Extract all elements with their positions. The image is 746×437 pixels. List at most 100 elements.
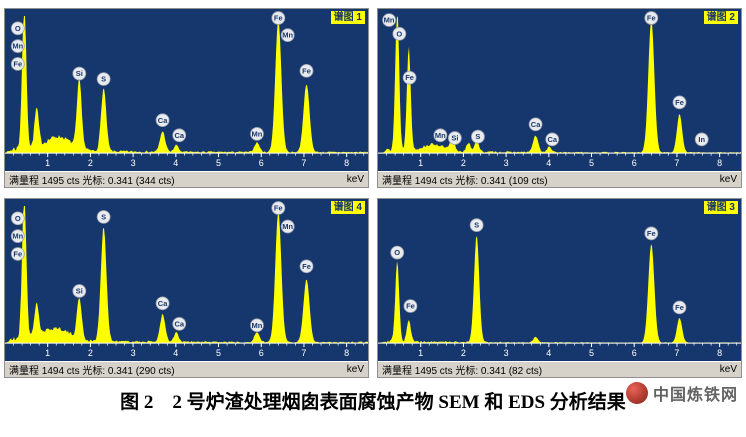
element-label-badge (271, 201, 286, 215)
element-label: Ca (547, 135, 557, 144)
element-label-badge (250, 318, 264, 333)
element-label: Fe (406, 302, 415, 311)
element-label-badge (402, 70, 417, 85)
axis-unit-label: keV (346, 364, 364, 375)
element-label-badge (172, 317, 187, 331)
element-label: Fe (675, 303, 684, 312)
element-label: Fe (13, 250, 22, 259)
element-label: Mn (282, 222, 293, 231)
axis-tick-label: 8 (717, 158, 722, 168)
axis-tick-label: 6 (259, 348, 264, 358)
spectrum-title-badge: 谱图 2 (703, 11, 738, 24)
element-label-badge (299, 63, 314, 78)
axis-unit-label: keV (346, 174, 364, 185)
element-label-badge (403, 299, 418, 313)
axis-tick-label: 3 (131, 158, 136, 168)
eds-panel-spectrum-2: 1 2 3 4 5 6 7 8 Mn O Fe Mn Si S Ca Ca Fe Fe In 谱图 2 满量程 14… (377, 8, 742, 188)
spectrum-plot-4: 1 2 3 4 5 6 7 8 O Mn Fe Si S Ca Ca Mn Fe Mn Fe 谱图 4 (5, 199, 368, 362)
element-label-badge (447, 131, 462, 145)
spectrum-curve (378, 236, 741, 344)
element-label: Fe (675, 98, 684, 107)
eds-figure-grid: 1 2 3 4 5 6 7 8 O Mn Fe Si S Ca Ca Mn Fe Mn Fe 谱图 1 满量程 14… (4, 8, 742, 378)
element-label: Si (76, 287, 83, 296)
element-label: Fe (647, 229, 656, 238)
element-label: Mn (282, 31, 293, 40)
element-label-badge (644, 11, 659, 25)
element-label: Fe (274, 204, 283, 213)
axis-tick-label: 5 (589, 158, 594, 168)
element-label-badge (644, 226, 659, 241)
eds-panel-spectrum-4: 1 2 3 4 5 6 7 8 O Mn Fe Si S Ca Ca Mn Fe Mn Fe 谱图 4 满量程 14… (4, 198, 369, 378)
axis-unit-label: keV (719, 174, 737, 185)
element-label: In (698, 135, 705, 144)
axis-tick-label: 3 (131, 348, 136, 358)
element-label-badge (471, 129, 485, 144)
element-label: S (474, 221, 479, 230)
element-label-badge (155, 296, 170, 311)
element-label: Fe (647, 14, 656, 23)
eds-spectrum-svg: 1 2 3 4 5 6 7 8 O Mn Fe Si S Ca Ca Mn Fe Mn Fe (5, 11, 368, 168)
axis-tick-label: 5 (589, 348, 594, 358)
axis-tick-label: 7 (674, 158, 679, 168)
axis-tick-label: 6 (632, 348, 637, 358)
status-text: 满量程 1495 cts 光标: 0.341 (82 cts) (382, 366, 543, 377)
element-label-badge (10, 57, 25, 71)
status-bar: 满量程 1494 cts 光标: 0.341 (109 cts) keV (378, 172, 741, 187)
element-label: Fe (274, 14, 283, 23)
axis-tick-label: 1 (418, 348, 423, 358)
element-label-badge (96, 210, 111, 224)
status-text: 满量程 1495 cts 光标: 0.341 (344 cts) (9, 176, 175, 187)
element-label-badge (299, 259, 314, 274)
element-label: O (396, 29, 402, 38)
element-label-badge (10, 21, 25, 36)
element-label-badge (10, 247, 25, 261)
spectrum-curve (378, 15, 741, 154)
spectrum-plot-2: 1 2 3 4 5 6 7 8 Mn O Fe Mn Si S Ca Ca Fe Fe In 谱图 2 (378, 9, 741, 172)
element-label-badge (96, 72, 111, 86)
element-label: Fe (13, 60, 22, 69)
element-label-badge (382, 13, 397, 27)
eds-panel-spectrum-1: 1 2 3 4 5 6 7 8 O Mn Fe Si S Ca Ca Mn Fe Mn Fe 谱图 1 满量程 14… (4, 8, 369, 188)
axis-unit-label: keV (719, 364, 737, 375)
element-label-badge (155, 113, 170, 128)
eds-panel-spectrum-3: 1 2 3 4 5 6 7 8 O Fe S Fe Fe 谱图 3 满量程 1495 cts 光标: 0… (377, 198, 742, 378)
element-label-badge (172, 128, 187, 143)
iron-net-logo-icon (625, 382, 648, 404)
axis-tick-label: 1 (45, 158, 50, 168)
element-label-badge (10, 211, 25, 226)
element-label: S (101, 213, 106, 222)
element-label: Mn (12, 232, 23, 241)
element-label: O (394, 248, 400, 257)
spectrum-curve (5, 205, 368, 344)
axis-tick-label: 3 (504, 158, 509, 168)
spectrum-title-badge: 谱图 1 (330, 11, 365, 24)
element-label: Ca (531, 120, 541, 129)
axis-tick-label: 2 (88, 158, 93, 168)
axis-tick-label: 1 (45, 348, 50, 358)
eds-spectrum-svg: 1 2 3 4 5 6 7 8 O Mn Fe Si S Ca Ca Mn Fe Mn Fe (5, 201, 368, 358)
status-bar: 满量程 1495 cts 光标: 0.341 (82 cts) keV (378, 362, 741, 377)
element-label-badge (10, 39, 25, 53)
axis-tick-label: 8 (344, 348, 349, 358)
axis-tick-label: 8 (717, 348, 722, 358)
axis-tick-label: 8 (344, 158, 349, 168)
element-label-badge (250, 127, 264, 141)
status-bar: 满量程 1495 cts 光标: 0.341 (344 cts) keV (5, 172, 368, 187)
axis-tick-label: 6 (259, 158, 264, 168)
axis-tick-label: 5 (216, 158, 221, 168)
element-label: Mn (12, 42, 23, 51)
axis-tick-label: 4 (173, 158, 178, 168)
element-label-badge (390, 245, 405, 260)
element-label-badge (72, 284, 87, 298)
spectrum-plot-3: 1 2 3 4 5 6 7 8 O Fe S Fe Fe 谱图 3 (378, 199, 741, 362)
element-label-badge (528, 117, 543, 132)
element-label: Ca (158, 116, 168, 125)
element-label-badge (545, 132, 560, 147)
watermark: 中国炼铁网 (625, 381, 738, 405)
status-bar: 满量程 1494 cts 光标: 0.341 (290 cts) keV (5, 362, 368, 377)
element-label: Ca (158, 299, 168, 308)
element-label: Ca (174, 320, 184, 329)
element-label: Mn (384, 16, 395, 25)
axis-tick-label: 4 (546, 158, 551, 168)
